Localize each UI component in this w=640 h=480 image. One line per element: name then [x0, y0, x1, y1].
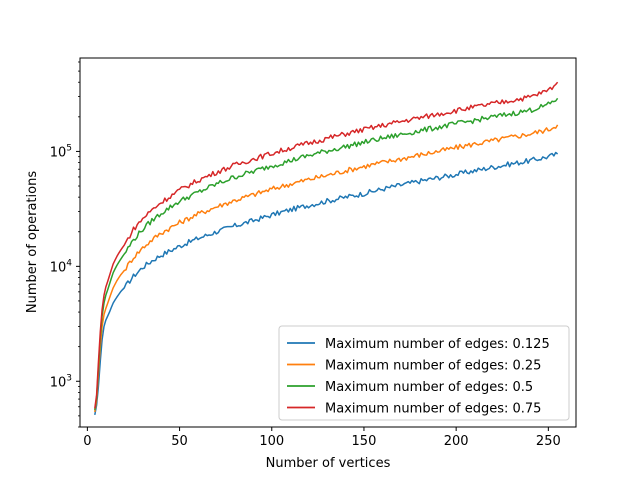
- series-line: [94, 124, 559, 413]
- series-layer: [94, 81, 559, 416]
- legend-label: Maximum number of edges: 0.125: [325, 337, 550, 352]
- y-axis-label: Number of operations: [25, 171, 40, 313]
- legend-label: Maximum number of edges: 0.75: [325, 402, 541, 417]
- y-tick-label: 103: [50, 373, 72, 390]
- y-tick-label: 105: [50, 143, 72, 160]
- legend-label: Maximum number of edges: 0.5: [325, 380, 533, 395]
- legend: Maximum number of edges: 0.125 Maximum nu…: [278, 325, 570, 421]
- series-line: [94, 81, 559, 409]
- y-tick-label: 104: [50, 258, 73, 275]
- legend-box: [278, 325, 570, 421]
- axes-layer: 0 50 100 150 200 250 103 104 105: [50, 61, 561, 449]
- x-tick-label: 200: [444, 434, 469, 449]
- plot-frame: [79, 57, 577, 428]
- x-tick-label: 0: [83, 434, 91, 449]
- x-axis-label: Number of vertices: [266, 456, 391, 471]
- legend-label: Maximum number of edges: 0.25: [325, 359, 541, 374]
- x-tick-label: 150: [352, 434, 377, 449]
- x-tick-label: 250: [536, 434, 561, 449]
- x-tick-label: 100: [259, 434, 284, 449]
- x-tick-label: 50: [171, 434, 188, 449]
- series-line: [94, 151, 559, 416]
- series-line: [94, 97, 559, 411]
